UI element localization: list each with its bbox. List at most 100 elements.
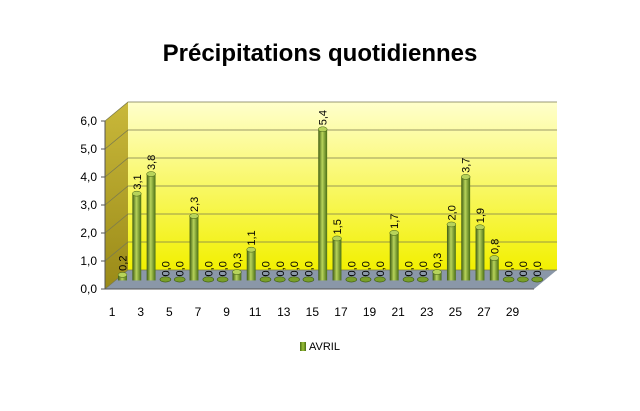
x-tick-label: 19 — [363, 305, 377, 319]
data-label: 0,2 — [118, 256, 130, 271]
x-tick-label: 25 — [449, 305, 463, 319]
data-label: 0,0 — [175, 261, 187, 276]
bar-zero — [202, 276, 215, 283]
bar-cap — [246, 246, 256, 253]
bar-zero — [402, 276, 415, 283]
data-label: 2,3 — [189, 197, 201, 212]
data-label: 0,0 — [160, 261, 172, 276]
x-tick-label: 5 — [166, 305, 173, 319]
floor — [105, 270, 557, 289]
bar-zero — [173, 276, 186, 283]
x-tick-label: 13 — [277, 305, 291, 319]
x-tick-label: 23 — [420, 305, 434, 319]
data-label: 0,0 — [504, 261, 516, 276]
y-tick-label: 3,0 — [80, 198, 97, 212]
y-axis-ticks: 0,0 1,0 2,0 3,0 4,0 5,0 6,0 — [80, 114, 97, 296]
data-label: 0,0 — [261, 261, 273, 276]
x-tick-label: 21 — [391, 305, 405, 319]
data-label: 0,0 — [303, 261, 315, 276]
data-label: 1,1 — [246, 230, 258, 245]
bars — [117, 126, 543, 283]
bar-cap — [461, 174, 471, 180]
bar — [146, 174, 156, 281]
bar-zero — [274, 276, 286, 283]
data-label: 0,0 — [404, 261, 416, 276]
bar-cap — [446, 221, 457, 228]
gridlines — [101, 101, 557, 290]
bar-zero — [359, 276, 372, 283]
y-tick-label: 4,0 — [80, 170, 97, 184]
bar — [189, 216, 199, 281]
y-tick-label: 6,0 — [80, 114, 97, 128]
bar — [446, 224, 456, 281]
x-tick-label: 9 — [223, 305, 230, 319]
data-label: 2,0 — [446, 205, 458, 220]
chart-title: Précipitations quotidiennes — [162, 40, 478, 67]
x-tick-label: 29 — [506, 305, 520, 319]
data-label: 0,0 — [203, 261, 215, 276]
data-label: 1,7 — [389, 214, 401, 229]
data-label: 0,0 — [275, 261, 287, 276]
bar-cap — [189, 213, 199, 219]
data-label: 1,5 — [332, 219, 344, 234]
bar-zero — [288, 276, 300, 283]
x-axis-ticks: 1 3 5 7 9 11 13 15 17 19 21 23 25 27 29 — [105, 288, 534, 319]
x-tick-label: 17 — [334, 305, 348, 319]
bar-zero — [345, 276, 358, 283]
bar-cap — [232, 269, 242, 275]
bar — [246, 249, 256, 281]
bar-zero — [502, 276, 515, 283]
data-label: 1,9 — [475, 208, 487, 223]
data-label: 3,7 — [461, 158, 473, 173]
gridline — [104, 101, 557, 122]
y-tick-label: 0,0 — [80, 282, 97, 296]
legend-swatch-avril — [300, 342, 306, 351]
gridline — [104, 185, 557, 206]
gridline — [104, 241, 557, 262]
data-label: 0,0 — [418, 261, 430, 276]
data-label: 0,0 — [532, 261, 544, 276]
x-tick-label: 1 — [109, 305, 116, 319]
bar — [318, 129, 328, 281]
data-label: 0,3 — [232, 253, 244, 268]
data-label: 0,8 — [489, 239, 501, 254]
bar-zero — [216, 276, 229, 283]
gridline — [104, 129, 557, 150]
x-tick-label: 11 — [249, 305, 262, 319]
legend-label-avril: AVRIL — [309, 341, 340, 353]
bar-zero — [159, 276, 172, 283]
data-label: 0,3 — [432, 253, 444, 268]
bar — [118, 274, 127, 281]
data-label: 0,0 — [289, 261, 301, 276]
x-tick-label: 7 — [195, 305, 202, 319]
bar-cap — [117, 272, 128, 278]
data-label: 0,0 — [361, 261, 373, 276]
bar-cap — [432, 269, 442, 275]
bar-zero — [374, 276, 386, 283]
y-tick-label: 5,0 — [80, 142, 97, 156]
y-tick-label: 2,0 — [80, 226, 97, 240]
data-labels: 0,23,13,80,0 0,02,30,0 0,00,31,10,0 0,0 0,0 0… — [118, 110, 545, 276]
bar-cap — [146, 171, 156, 177]
bar-cap — [132, 190, 142, 197]
gridline — [104, 269, 557, 290]
bar-cap — [475, 224, 485, 230]
bar — [332, 238, 342, 281]
x-tick-label: 15 — [306, 305, 320, 319]
bar-zero — [517, 276, 529, 283]
bar-cap — [389, 230, 399, 236]
y-tick-label: 1,0 — [80, 254, 97, 268]
data-label: 5,4 — [318, 110, 330, 125]
bar — [389, 232, 399, 281]
data-label: 0,0 — [346, 261, 358, 276]
bar — [432, 272, 442, 281]
gridline — [104, 157, 557, 178]
bar — [475, 227, 485, 281]
x-tick-label: 27 — [477, 305, 491, 319]
bar — [489, 258, 499, 281]
bar — [461, 176, 471, 281]
bar — [232, 272, 242, 281]
gridline — [104, 213, 557, 234]
data-label: 0,0 — [518, 261, 530, 276]
